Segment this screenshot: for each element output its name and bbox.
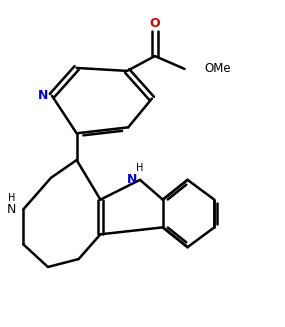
Text: N: N [7, 203, 16, 216]
Text: O: O [150, 17, 160, 30]
Text: N: N [127, 173, 137, 186]
Text: OMe: OMe [204, 62, 231, 76]
Text: H: H [8, 193, 15, 203]
Text: H: H [136, 163, 144, 173]
Text: N: N [38, 89, 48, 102]
